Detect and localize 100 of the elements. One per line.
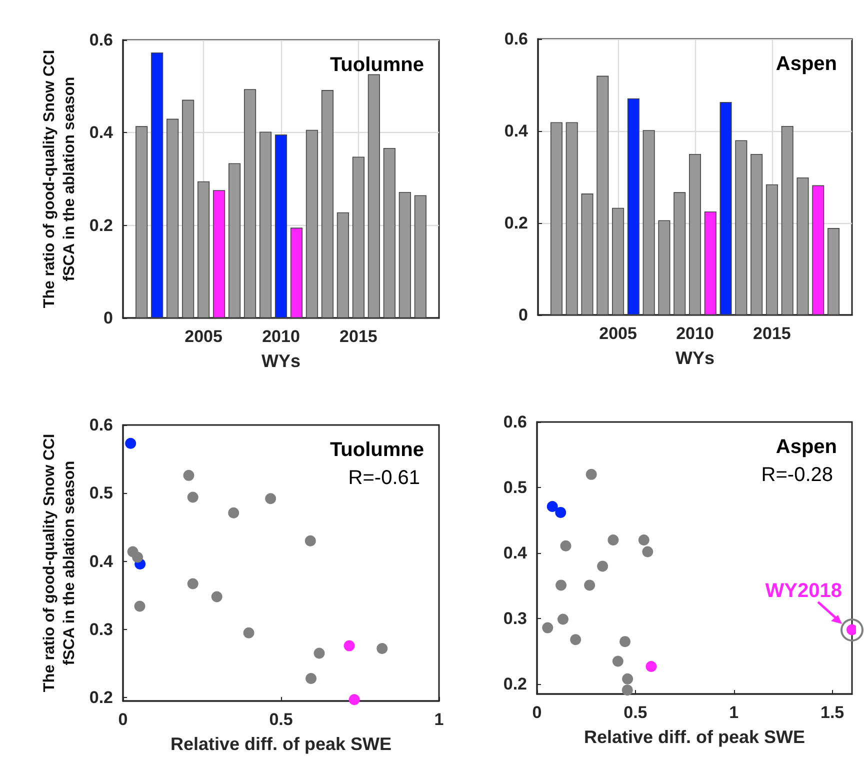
bar xyxy=(306,130,318,318)
text: Tuolumne xyxy=(330,439,424,461)
point xyxy=(586,468,597,480)
point xyxy=(620,636,631,648)
point xyxy=(638,534,650,546)
y-tick-label: 0.6 xyxy=(503,412,527,432)
bar xyxy=(136,126,148,318)
point xyxy=(556,580,567,591)
point xyxy=(228,507,240,518)
bar xyxy=(796,177,809,315)
point xyxy=(243,627,254,638)
bar xyxy=(704,212,716,315)
point xyxy=(622,684,633,696)
point xyxy=(612,656,624,667)
annotation: WY2018 xyxy=(764,580,842,603)
text: Tuolumne xyxy=(330,54,424,76)
point xyxy=(187,578,198,590)
point xyxy=(622,673,634,684)
point xyxy=(597,560,608,572)
y-tick-label: 0.6 xyxy=(89,30,113,50)
bar xyxy=(750,154,763,315)
bar xyxy=(720,102,732,315)
bar xyxy=(674,192,686,315)
bar xyxy=(274,134,288,318)
bar xyxy=(596,76,609,315)
y-tick-label: 0.3 xyxy=(503,609,527,628)
x-axis-title: WYs xyxy=(261,351,301,371)
bar xyxy=(414,195,426,318)
y-tick-label: 0.4 xyxy=(503,544,528,563)
x-tick-label: 0 xyxy=(532,703,542,722)
point xyxy=(304,535,316,546)
bar xyxy=(321,90,334,318)
x-tick-label: 2015 xyxy=(340,327,378,346)
point xyxy=(125,438,136,449)
text: Aspen xyxy=(776,436,837,458)
bar xyxy=(368,74,380,318)
point xyxy=(646,660,657,672)
y-tick-label: 0 xyxy=(104,308,113,328)
x-tick-label: 1 xyxy=(434,710,444,729)
text: Aspen xyxy=(776,53,837,75)
bar xyxy=(244,89,256,318)
bar xyxy=(336,212,349,318)
point xyxy=(348,694,360,706)
x-axis-title: Relative diff. of peak SWE xyxy=(584,727,806,747)
bar xyxy=(688,154,702,315)
bar xyxy=(198,181,210,318)
y-tick-label: 0.6 xyxy=(89,416,113,434)
x-tick-label: 0 xyxy=(118,710,128,729)
x-axis-title: WYs xyxy=(675,348,715,368)
y-tick-label: 0 xyxy=(518,306,528,324)
y-tick-label: 0.4 xyxy=(504,122,529,140)
bar xyxy=(566,122,578,315)
y-tick-label: 0.6 xyxy=(504,30,528,48)
y-axis-title: The ratio of good-quality Snow CCI fSCA in the ablation season xyxy=(40,432,79,694)
x-tick-label: 1 xyxy=(729,703,739,722)
y-tick-label: 0.2 xyxy=(89,216,113,235)
bar xyxy=(828,228,840,315)
bar xyxy=(352,156,364,318)
x-tick-label: 2010 xyxy=(262,327,300,346)
annotation: R=-0.61 xyxy=(348,467,420,489)
annotation: R=-0.28 xyxy=(761,464,834,486)
bar xyxy=(398,192,411,318)
y-tick-label: 0.2 xyxy=(503,674,527,694)
point xyxy=(558,614,568,625)
point xyxy=(183,470,194,481)
bar xyxy=(735,140,748,315)
y-tick-label: 0.5 xyxy=(503,478,527,498)
bar xyxy=(228,163,241,318)
bar xyxy=(290,228,303,318)
y-tick-label: 0.3 xyxy=(89,620,113,639)
point xyxy=(132,552,144,563)
point xyxy=(134,600,146,612)
point xyxy=(608,534,619,546)
bar xyxy=(612,208,624,315)
x-tick-label: 2005 xyxy=(184,327,222,346)
bar xyxy=(182,100,194,318)
point xyxy=(542,622,554,634)
bar xyxy=(166,118,179,318)
bar xyxy=(259,132,272,318)
x-tick-label: 0.5 xyxy=(269,710,293,729)
point xyxy=(570,634,582,646)
x-tick-label: 2010 xyxy=(676,324,714,343)
bar xyxy=(213,190,226,318)
x-tick-label: 0.5 xyxy=(624,703,648,722)
bar xyxy=(627,98,640,315)
point xyxy=(555,506,566,518)
point xyxy=(560,540,572,552)
point xyxy=(546,501,558,512)
bar xyxy=(658,220,670,315)
bar xyxy=(766,184,778,315)
x-tick-label: 2015 xyxy=(753,324,791,343)
x-tick-label: 2005 xyxy=(599,324,637,343)
point xyxy=(642,546,654,558)
point xyxy=(187,492,198,503)
point xyxy=(376,643,388,654)
point xyxy=(314,648,325,659)
point xyxy=(265,493,276,504)
point xyxy=(584,580,596,591)
x-axis-title: Relative diff. of peak SWE xyxy=(170,734,392,754)
bar xyxy=(812,185,824,315)
